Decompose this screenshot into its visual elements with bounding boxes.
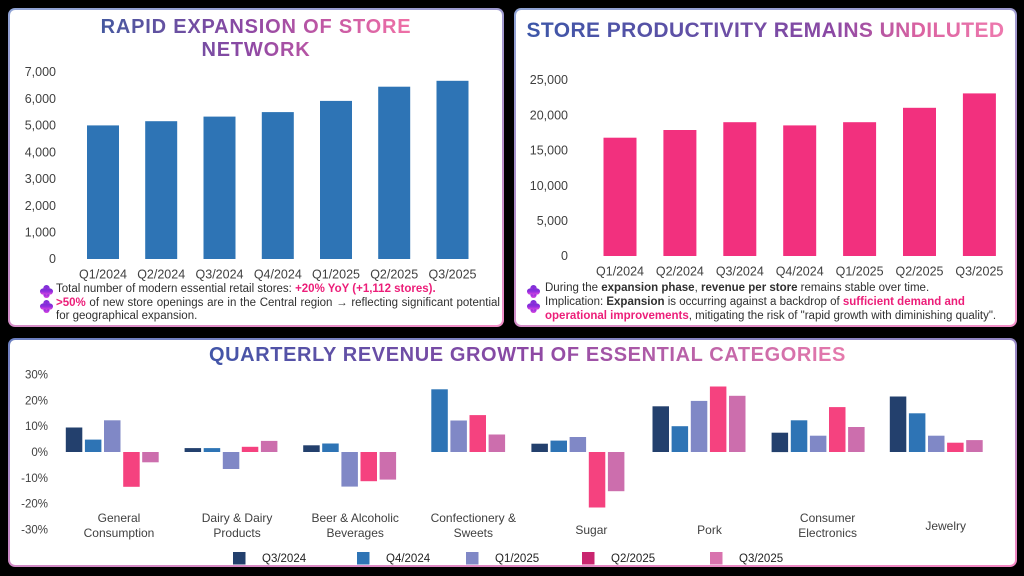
svg-text:Consumption: Consumption: [84, 526, 155, 540]
svg-text:Pork: Pork: [697, 523, 723, 537]
svg-text:Jewelry: Jewelry: [925, 519, 966, 533]
svg-text:Q2/2024: Q2/2024: [137, 268, 185, 282]
svg-text:0: 0: [561, 249, 568, 263]
svg-text:Q2/2025: Q2/2025: [896, 265, 944, 279]
svg-text:5,000: 5,000: [25, 119, 56, 133]
svg-text:Q1/2025: Q1/2025: [495, 553, 539, 565]
svg-text:0%: 0%: [31, 447, 48, 459]
svg-text:-20%: -20%: [21, 499, 48, 511]
svg-text:25,000: 25,000: [530, 73, 568, 87]
svg-text:Q4/2024: Q4/2024: [386, 553, 431, 565]
svg-text:-10%: -10%: [21, 473, 48, 485]
svg-text:3,000: 3,000: [25, 172, 56, 186]
svg-text:6,000: 6,000: [25, 92, 56, 106]
svg-text:5,000: 5,000: [537, 214, 568, 228]
svg-text:Q3/2025: Q3/2025: [429, 268, 477, 282]
svg-text:2,000: 2,000: [25, 199, 56, 213]
svg-text:Confectionery &: Confectionery &: [431, 511, 516, 525]
svg-text:Q3/2024: Q3/2024: [196, 268, 244, 282]
svg-text:10%: 10%: [25, 421, 48, 433]
svg-text:20%: 20%: [25, 395, 48, 407]
svg-text:7,000: 7,000: [25, 65, 56, 79]
svg-text:Products: Products: [213, 526, 260, 540]
svg-text:10,000: 10,000: [530, 179, 568, 193]
svg-text:1,000: 1,000: [25, 225, 56, 239]
svg-text:Q3/2025: Q3/2025: [739, 553, 783, 565]
svg-text:-30%: -30%: [21, 524, 48, 536]
svg-text:Q2/2025: Q2/2025: [611, 553, 655, 565]
svg-text:Q3/2024: Q3/2024: [262, 553, 307, 565]
svg-text:Q1/2025: Q1/2025: [312, 268, 360, 282]
svg-text:15,000: 15,000: [530, 144, 568, 158]
svg-text:Q4/2024: Q4/2024: [776, 265, 824, 279]
svg-text:Beer & Alcoholic: Beer & Alcoholic: [312, 511, 399, 525]
svg-text:Q1/2025: Q1/2025: [836, 265, 884, 279]
svg-text:4,000: 4,000: [25, 145, 56, 159]
svg-text:Q2/2025: Q2/2025: [370, 268, 418, 282]
svg-text:Sugar: Sugar: [575, 523, 607, 537]
svg-text:Q4/2024: Q4/2024: [254, 268, 302, 282]
svg-text:0: 0: [49, 252, 56, 266]
svg-text:Consumer: Consumer: [800, 511, 855, 525]
svg-text:Beverages: Beverages: [327, 526, 384, 540]
svg-text:Q3/2025: Q3/2025: [955, 265, 1003, 279]
svg-text:Dairy & Dairy: Dairy & Dairy: [202, 511, 273, 525]
svg-text:Q2/2024: Q2/2024: [656, 265, 704, 279]
svg-text:Q3/2024: Q3/2024: [716, 265, 764, 279]
svg-text:Electronics: Electronics: [798, 526, 857, 540]
svg-text:20,000: 20,000: [530, 108, 568, 122]
svg-text:30%: 30%: [25, 370, 48, 382]
svg-text:Q1/2024: Q1/2024: [79, 268, 127, 282]
svg-text:General: General: [98, 511, 141, 525]
svg-text:Sweets: Sweets: [454, 526, 493, 540]
svg-text:Q1/2024: Q1/2024: [596, 265, 644, 279]
